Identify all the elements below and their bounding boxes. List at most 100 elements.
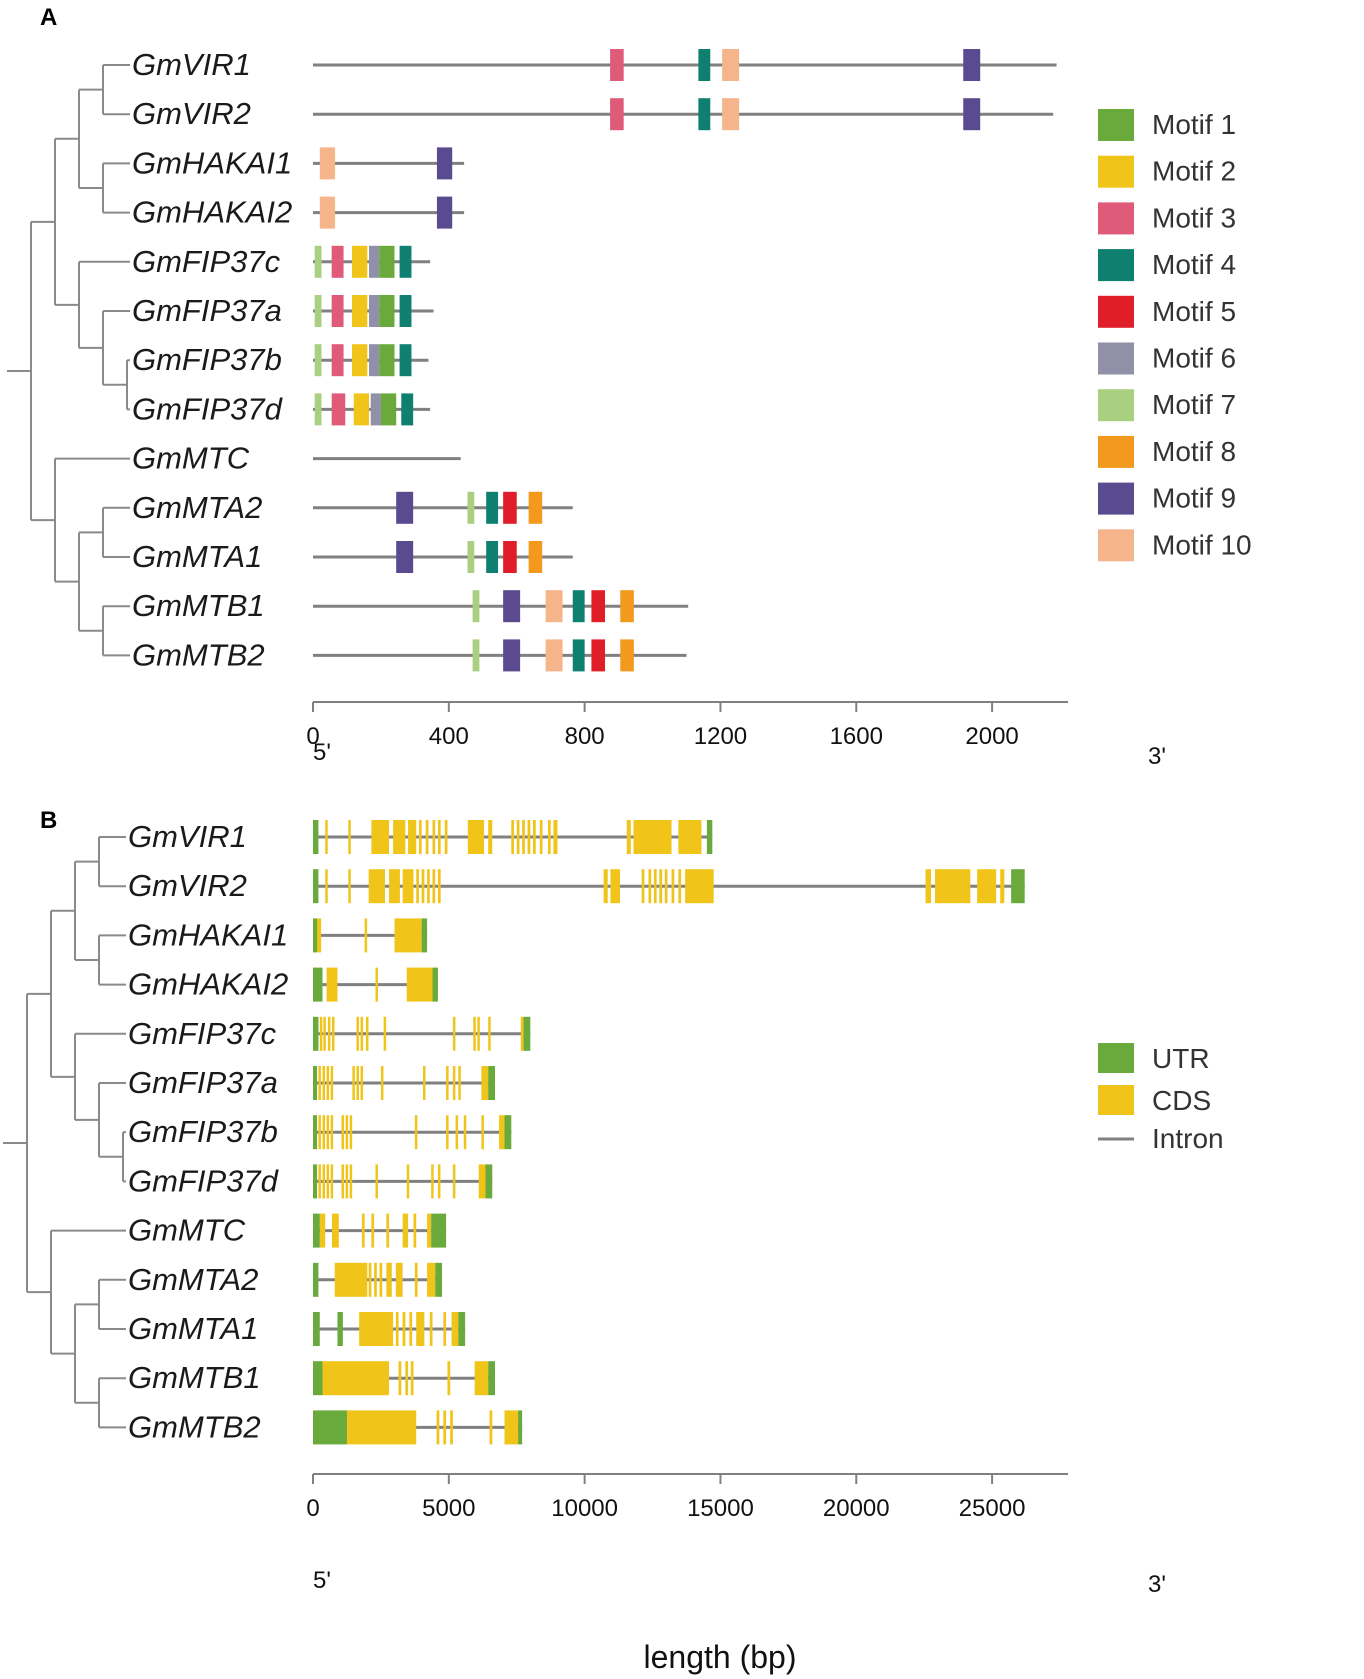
b-cds-block-gmvir1-3 (393, 820, 406, 854)
a-motif-7-box-gmmtb1-0 (472, 590, 480, 623)
a-gene-label-gmmtb1: GmMTB1 (132, 588, 265, 623)
a-motif-9-box-gmmta2-0 (396, 491, 414, 524)
a-gene-label-gmfip37d: GmFIP37d (132, 391, 284, 426)
a-motif-3-box-gmfip37d-1 (331, 393, 346, 426)
b-cds-block-gmmtb1-4 (447, 1361, 451, 1396)
b-cds-block-gmfip37d-1 (322, 1164, 326, 1199)
b-cds-block-gmfip37b-9 (455, 1115, 459, 1150)
b-cds-block-gmmta1-2 (402, 1312, 406, 1346)
panel-a-phylogenetic-tree (7, 64, 130, 657)
a-motif-3-box-gmfip37a-1 (331, 295, 344, 327)
b-cds-block-gmvir1-14 (522, 820, 525, 854)
a-motif-9-box-gmvir2-3 (963, 98, 981, 131)
a-gene-label-gmfip37c: GmFIP37c (132, 244, 281, 279)
b-cds-block-gmfip37b-5 (345, 1115, 349, 1150)
b-cds-block-gmfip37a-12 (481, 1066, 489, 1100)
a-gene-row-gmhakai1: GmHAKAI1 (132, 145, 465, 180)
b-cds-block-gmfip37c-12 (520, 1016, 524, 1051)
b-cds-block-gmvir1-20 (626, 820, 631, 854)
b-legend-label-cds: CDS (1152, 1085, 1211, 1116)
a-motif-8-box-gmmtb2-5 (620, 639, 634, 672)
a-motif-9-box-gmmtb2-1 (503, 639, 521, 672)
a-motif-5-box-gmmtb1-4 (591, 590, 606, 623)
b-cds-block-gmvir2-12 (641, 869, 645, 904)
a-legend-swatch-motif-7 (1098, 389, 1134, 422)
b-cds-block-gmfip37b-12 (499, 1115, 505, 1150)
b-cds-block-gmfip37c-9 (473, 1016, 476, 1051)
a-motif-9-box-gmhakai2-1 (436, 196, 453, 229)
b-utr-block-gmfip37c-0 (313, 1016, 319, 1051)
a-motif-10-box-gmhakai2-0 (319, 196, 336, 229)
a-motif-10-box-gmvir1-2 (722, 49, 740, 81)
b-utr-block-gmmtb2-1 (518, 1410, 523, 1445)
b-cds-block-gmfip37a-1 (322, 1066, 326, 1100)
a-gene-row-gmfip37d: GmFIP37d (132, 391, 431, 426)
a-gene-row-gmfip37a: GmFIP37a (132, 293, 434, 328)
b-cds-block-gmfip37d-2 (326, 1164, 330, 1199)
b-cds-block-gmhakai1-0 (317, 918, 322, 953)
b-gene-label-gmmta1: GmMTA1 (128, 1311, 258, 1346)
b-utr-block-gmfip37b-1 (504, 1115, 512, 1150)
b-cds-block-gmmta1-4 (416, 1312, 425, 1346)
b-cds-block-gmfip37d-3 (330, 1164, 334, 1199)
b-cds-block-gmfip37d-4 (341, 1164, 345, 1199)
b-cds-block-gmvir1-7 (432, 820, 436, 854)
a-axis-tick-label-0: 0 (306, 723, 319, 750)
b-cds-block-gmfip37c-6 (365, 1016, 369, 1051)
b-cds-block-gmfip37d-8 (406, 1164, 410, 1199)
b-cds-block-gmmta2-6 (414, 1262, 418, 1297)
b-gene-label-gmvir1: GmVIR1 (128, 819, 247, 854)
b-cds-block-gmmtb1-2 (405, 1361, 409, 1396)
b-gene-label-gmfip37c: GmFIP37c (128, 1016, 277, 1051)
b-cds-block-gmvir2-4 (402, 869, 414, 904)
a-motif-8-box-gmmta1-4 (528, 541, 543, 573)
a-motif-7-box-gmmta1-1 (467, 541, 475, 573)
a-gene-label-gmhakai2: GmHAKAI2 (132, 195, 292, 230)
panel-b-axis-title: length (bp) (644, 1639, 797, 1675)
b-cds-block-gmfip37a-2 (326, 1066, 330, 1100)
a-legend-label-motif-2: Motif 2 (1152, 156, 1236, 187)
b-cds-block-gmfip37d-10 (437, 1164, 441, 1199)
b-gene-row-gmmta2: GmMTA2 (128, 1262, 443, 1297)
a-motif-1-box-gmfip37a-4 (379, 295, 395, 327)
b-utr-block-gmmtb2-0 (313, 1410, 347, 1445)
a-motif-3-box-gmvir2-0 (610, 98, 624, 131)
b-cds-block-gmmtb2-0 (346, 1410, 417, 1445)
a-legend-label-motif-10: Motif 10 (1152, 529, 1252, 560)
b-gene-label-gmfip37a: GmFIP37a (128, 1065, 278, 1100)
a-legend-swatch-motif-4 (1098, 249, 1134, 282)
b-legend-label-intron: Intron (1152, 1123, 1224, 1154)
a-motif-9-box-gmmta1-0 (396, 541, 414, 573)
b-cds-block-gmfip37c-1 (323, 1016, 326, 1051)
a-legend-swatch-motif-2 (1098, 155, 1134, 188)
panel-a-three-prime-label: 3' (1148, 743, 1166, 770)
b-utr-block-gmvir1-0 (313, 820, 319, 854)
a-gene-label-gmfip37b: GmFIP37b (132, 342, 282, 377)
b-cds-block-gmmta1-0 (359, 1312, 394, 1346)
b-cds-block-gmvir2-20 (925, 869, 931, 904)
b-cds-block-gmfip37d-0 (318, 1164, 321, 1199)
b-axis-tick-label-10000: 10000 (551, 1495, 618, 1522)
b-cds-block-gmfip37b-6 (349, 1115, 353, 1150)
b-cds-block-gmfip37c-10 (477, 1016, 480, 1051)
b-gene-row-gmvir1: GmVIR1 (128, 819, 713, 854)
a-motif-2-box-gmfip37a-2 (352, 295, 368, 327)
b-cds-block-gmfip37d-11 (452, 1164, 456, 1199)
b-cds-block-gmmtc-4 (386, 1213, 390, 1248)
b-cds-block-gmfip37c-8 (452, 1016, 456, 1051)
a-motif-4-box-gmfip37d-5 (401, 393, 414, 426)
b-legend-swatch-cds (1098, 1085, 1134, 1115)
a-motif-7-box-gmmta2-1 (467, 491, 475, 524)
b-cds-block-gmvir1-5 (418, 820, 422, 854)
a-legend-swatch-motif-5 (1098, 295, 1134, 328)
b-cds-block-gmvir1-0 (325, 820, 328, 854)
b-utr-block-gmfip37d-0 (313, 1164, 318, 1199)
b-cds-block-gmmtb1-3 (410, 1361, 414, 1396)
a-axis-tick-label-400: 400 (429, 723, 469, 750)
b-cds-block-gmfip37b-10 (463, 1115, 467, 1150)
a-legend-label-motif-6: Motif 6 (1152, 343, 1236, 374)
b-cds-block-gmfip37a-8 (423, 1066, 426, 1100)
a-gene-label-gmhakai1: GmHAKAI1 (132, 145, 292, 180)
b-cds-block-gmfip37c-5 (360, 1016, 364, 1051)
b-axis-tick-label-15000: 15000 (687, 1495, 754, 1522)
